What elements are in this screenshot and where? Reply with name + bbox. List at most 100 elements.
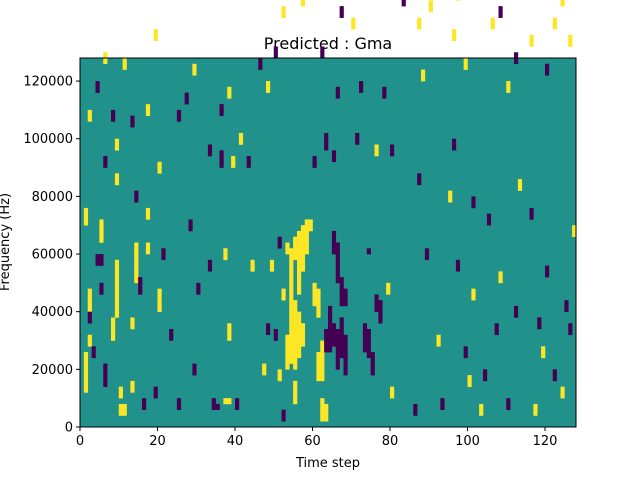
heatmap-cell xyxy=(552,23,557,30)
heatmap-cell xyxy=(293,236,298,243)
heatmap-cell xyxy=(304,236,309,243)
heatmap-cell xyxy=(91,352,96,359)
heatmap-cell xyxy=(572,225,577,232)
heatmap-cell xyxy=(514,311,519,318)
heatmap-cell xyxy=(428,6,433,13)
heatmap-cell xyxy=(99,259,104,266)
heatmap-cell xyxy=(343,369,348,376)
heatmap-cell xyxy=(564,305,569,312)
heatmap-cell xyxy=(452,138,457,145)
heatmap-cell xyxy=(320,340,325,347)
heatmap-cell xyxy=(533,409,538,416)
heatmap-cell xyxy=(331,150,337,157)
heatmap-cell xyxy=(114,179,120,186)
heatmap-cell xyxy=(355,132,360,140)
heatmap-cell xyxy=(455,259,461,266)
heatmap-cell xyxy=(285,357,290,364)
heatmap-cell xyxy=(541,352,546,359)
heatmap-cell xyxy=(339,334,344,341)
heatmap-cell xyxy=(289,334,294,341)
heatmap-cell xyxy=(339,300,344,307)
heatmap-cell xyxy=(99,225,104,232)
heatmap-cell xyxy=(339,11,344,18)
heatmap-cell xyxy=(312,282,317,289)
heatmap-cell xyxy=(83,207,89,214)
heatmap-cell xyxy=(87,334,92,341)
heatmap-cell xyxy=(506,398,511,405)
heatmap-cell xyxy=(118,386,123,393)
heatmap-cell xyxy=(289,265,294,272)
heatmap-cell xyxy=(273,334,278,341)
heatmap-cell xyxy=(134,254,139,261)
heatmap-cell xyxy=(188,225,193,232)
heatmap-cell xyxy=(351,17,356,24)
heatmap-cell xyxy=(312,156,317,163)
heatmap-cell xyxy=(83,363,89,370)
heatmap-cell xyxy=(479,409,484,416)
heatmap-cell xyxy=(316,375,321,382)
heatmap-cell xyxy=(343,288,348,295)
heatmap-cell xyxy=(83,380,89,387)
heatmap-cell xyxy=(552,375,557,382)
heatmap-cell xyxy=(153,29,158,36)
heatmap-cell xyxy=(362,323,368,330)
heatmap-cell xyxy=(479,403,484,411)
heatmap-cell xyxy=(114,144,120,151)
heatmap-cell xyxy=(273,46,278,53)
y-tick-label: 120000 xyxy=(23,75,73,90)
y-tick-label: 40000 xyxy=(32,305,73,320)
heatmap-cell xyxy=(297,265,302,272)
heatmap-cell xyxy=(494,323,499,330)
heatmap-cell xyxy=(366,328,371,336)
heatmap-cell xyxy=(184,92,189,99)
heatmap-cell xyxy=(308,225,313,232)
chart-title: Predicted : Gma xyxy=(264,34,392,53)
heatmap-cell xyxy=(281,288,286,295)
x-tick-label: 0 xyxy=(76,434,84,449)
heatmap-cell xyxy=(118,392,123,399)
heatmap-cell xyxy=(436,340,441,347)
heatmap-cell xyxy=(293,254,298,261)
heatmap-cell xyxy=(339,317,344,324)
heatmap-cell xyxy=(258,63,263,70)
heatmap-cell xyxy=(366,248,371,255)
heatmap-cell xyxy=(285,242,290,249)
heatmap-cell xyxy=(281,6,286,13)
heatmap-cell xyxy=(145,109,151,116)
heatmap-cell xyxy=(297,323,302,330)
heatmap-cell xyxy=(269,265,275,272)
heatmap-cell xyxy=(452,34,457,42)
heatmap-cell xyxy=(378,317,383,324)
heatmap-cell xyxy=(545,271,550,278)
heatmap-cell xyxy=(343,294,348,301)
heatmap-cell xyxy=(335,340,340,347)
heatmap-cell xyxy=(293,328,298,336)
y-axis-ticks: 0 20000 40000 60000 80000 100000 120000 xyxy=(23,75,80,436)
heatmap-cell xyxy=(277,242,282,249)
heatmap-cell xyxy=(463,63,468,70)
heatmap-cell xyxy=(293,346,298,353)
heatmap-cell xyxy=(343,334,348,341)
heatmap-cell xyxy=(533,403,538,411)
heatmap-cell xyxy=(297,259,302,266)
heatmap-cell xyxy=(506,81,511,88)
heatmap-cell xyxy=(328,334,333,341)
x-tick-label: 100 xyxy=(455,434,480,449)
heatmap-cell xyxy=(114,300,120,307)
heatmap-cell xyxy=(281,11,286,18)
heatmap-cell xyxy=(328,323,333,330)
heatmap-cell xyxy=(514,52,519,59)
heatmap-cell xyxy=(285,248,290,255)
heatmap-cell xyxy=(134,248,139,255)
heatmap-cell xyxy=(335,248,340,255)
heatmap-cell xyxy=(498,11,503,18)
heatmap-cell xyxy=(300,254,306,261)
heatmap-cell xyxy=(335,271,340,278)
heatmap-cell xyxy=(281,409,286,416)
heatmap-cell xyxy=(266,86,271,93)
heatmap-cell xyxy=(111,109,116,116)
heatmap-cell xyxy=(87,288,92,295)
heatmap-cell xyxy=(227,334,232,341)
heatmap-cell xyxy=(560,0,565,7)
heatmap-cell xyxy=(103,380,108,387)
